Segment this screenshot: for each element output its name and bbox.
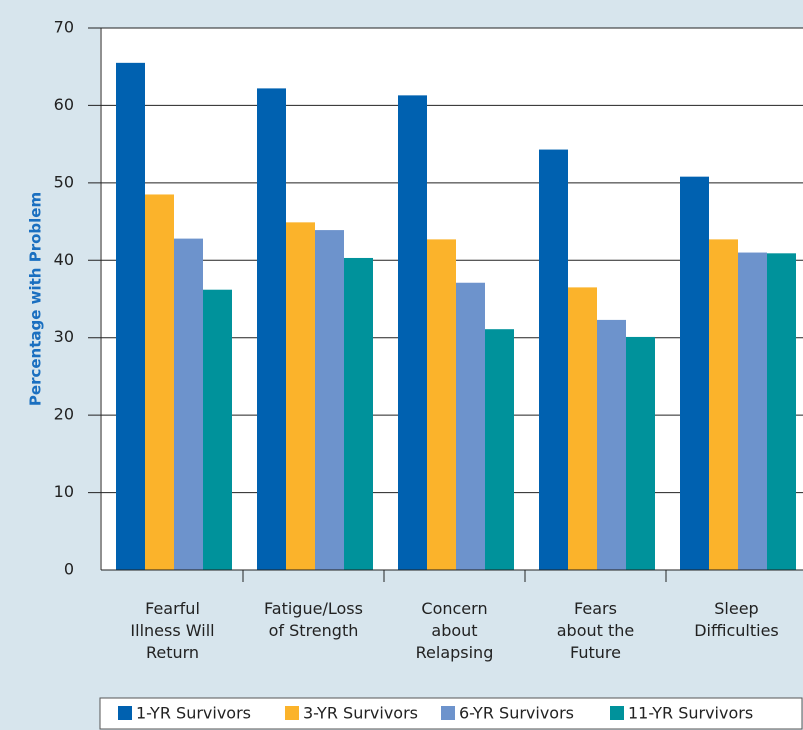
x-tick-label: Fears about the Future xyxy=(557,599,635,662)
bar xyxy=(568,287,597,570)
y-tick-label: 50 xyxy=(54,172,74,191)
bar xyxy=(116,62,145,570)
x-tick-label: Sleep Difficulties xyxy=(694,599,779,640)
bar xyxy=(738,252,767,571)
y-tick-label: 30 xyxy=(54,327,74,346)
legend-swatch xyxy=(285,706,299,720)
legend-swatch xyxy=(610,706,624,720)
bar xyxy=(767,253,796,570)
bar xyxy=(398,95,427,570)
bar xyxy=(286,222,315,571)
x-tick-label: Fatigue/Loss of Strength xyxy=(264,599,363,640)
legend-swatch xyxy=(441,706,455,720)
bar xyxy=(203,289,232,570)
bar xyxy=(344,257,373,570)
bar xyxy=(539,149,568,570)
legend-swatch xyxy=(118,706,132,720)
x-tick-label: Concern about Relapsing xyxy=(416,599,494,662)
legend-label: 11-YR Survivors xyxy=(628,704,753,723)
y-tick-label: 0 xyxy=(64,560,74,579)
bar xyxy=(485,329,514,570)
bar xyxy=(680,176,709,571)
bar xyxy=(427,239,456,570)
bar xyxy=(626,336,655,570)
legend-label: 6-YR Survivors xyxy=(459,704,574,723)
bar xyxy=(174,238,203,570)
bar xyxy=(315,230,344,571)
legend-label: 1-YR Survivors xyxy=(136,704,251,723)
y-tick-label: 40 xyxy=(54,250,74,269)
y-tick-label: 70 xyxy=(54,18,74,37)
bar xyxy=(257,88,286,570)
y-tick-label: 60 xyxy=(54,95,74,114)
bar xyxy=(597,319,626,570)
y-tick-label: 10 xyxy=(54,482,74,501)
bar xyxy=(709,239,738,570)
x-tick-label: Fearful Illness Will Return xyxy=(130,599,214,662)
y-axis-label: Percentage with Problem xyxy=(27,192,45,406)
y-tick-label: 20 xyxy=(54,405,74,424)
bar xyxy=(456,282,485,570)
legend-label: 3-YR Survivors xyxy=(303,704,418,723)
bar xyxy=(145,194,174,570)
